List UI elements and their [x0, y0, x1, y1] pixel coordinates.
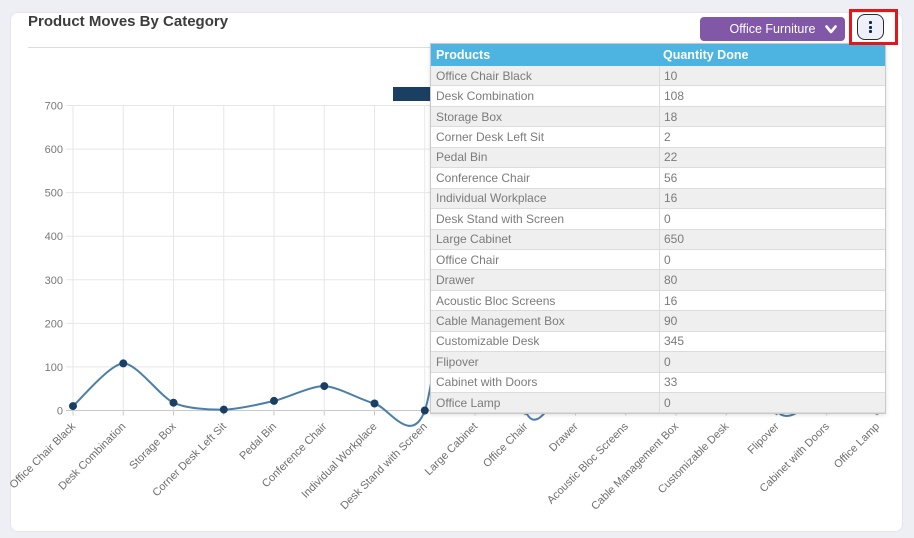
table-row: Conference Chair 56 [431, 168, 885, 189]
data-point[interactable] [320, 382, 329, 391]
cell-product: Acoustic Bloc Screens [436, 293, 556, 308]
table-row: Pedal Bin 22 [431, 147, 885, 169]
table-row: Storage Box 18 [431, 106, 885, 128]
category-dropdown-value: Office Furniture [729, 22, 816, 36]
cell-quantity-done: 0 [659, 393, 885, 413]
column-header-products: Products [436, 48, 491, 62]
column-header-quantity-done: Quantity Done [663, 48, 749, 62]
cell-product: Customizable Desk [436, 334, 540, 349]
table-row: Office Lamp 0 [431, 393, 885, 414]
kebab-menu-button[interactable] [857, 14, 884, 40]
data-point[interactable] [219, 405, 228, 414]
cell-quantity-done: 33 [659, 372, 885, 392]
x-axis-tick-label: Pedal Bin [237, 421, 279, 463]
table-row: Acoustic Bloc Screens 16 [431, 290, 885, 312]
cell-quantity-done: 80 [659, 270, 885, 290]
category-dropdown[interactable]: Office Furniture [700, 17, 845, 41]
x-axis-tick-label: Office Lamp [832, 421, 882, 471]
x-axis-tick-label: Cable Management Box [589, 420, 681, 512]
cell-quantity-done: 108 [659, 86, 885, 106]
table-row: Office Chair Black 10 [431, 66, 885, 87]
data-point[interactable] [69, 402, 77, 411]
cell-product: Drawer [436, 273, 475, 288]
cell-quantity-done: 0 [659, 209, 885, 229]
table-body: Office Chair Black 10 Desk Combination 108 S… [431, 66, 885, 414]
cell-product: Office Chair [436, 252, 500, 267]
table-row: Large Cabinet 650 [431, 229, 885, 250]
cell-product: Desk Combination [436, 89, 535, 104]
y-axis-tick-label: 600 [45, 144, 63, 156]
chevron-down-icon [825, 25, 837, 34]
cell-quantity-done: 90 [659, 311, 885, 331]
cell-quantity-done: 345 [659, 331, 885, 352]
cell-product: Corner Desk Left Sit [436, 130, 545, 145]
cell-product: Desk Stand with Screen [436, 211, 565, 226]
cell-product: Flipover [436, 354, 479, 369]
x-axis-tick-label: Acoustic Bloc Screens [545, 420, 631, 506]
cell-quantity-done: 16 [659, 188, 885, 209]
data-point[interactable] [370, 399, 379, 408]
y-axis-tick-label: 300 [45, 275, 63, 287]
table-row: Drawer 80 [431, 270, 885, 291]
x-axis-tick-label: Office Chair [481, 420, 531, 470]
table-row: Flipover 0 [431, 352, 885, 373]
cell-quantity-done: 10 [659, 66, 885, 86]
x-axis-tick-label: Drawer [547, 420, 581, 454]
cell-quantity-done: 2 [659, 127, 885, 147]
y-axis-tick-label: 100 [45, 362, 63, 374]
x-axis-tick-label: Desk Stand with Screen [338, 421, 429, 512]
table-row: Customizable Desk 345 [431, 331, 885, 353]
table-row: Office Chair 0 [431, 249, 885, 271]
data-point[interactable] [119, 359, 128, 368]
y-axis-tick-label: 200 [45, 318, 63, 330]
data-point[interactable] [420, 406, 429, 415]
table-row: Corner Desk Left Sit 2 [431, 127, 885, 148]
table-row: Cable Management Box 90 [431, 311, 885, 332]
cell-quantity-done: 18 [659, 106, 885, 127]
cell-product: Large Cabinet [436, 232, 512, 247]
x-axis-tick-label: Storage Box [127, 420, 179, 472]
table-row: Desk Stand with Screen 0 [431, 209, 885, 230]
moves-table[interactable]: Products Quantity Done Office Chair Blac… [430, 43, 886, 414]
cell-product: Office Chair Black [436, 68, 532, 83]
cell-product: Pedal Bin [436, 150, 488, 165]
x-axis-tick-label: Large Cabinet [423, 421, 480, 478]
cell-quantity-done: 650 [659, 229, 885, 249]
cell-quantity-done: 22 [659, 147, 885, 168]
cell-product: Storage Box [436, 109, 503, 124]
cell-product: Cabinet with Doors [436, 375, 538, 390]
cell-product: Office Lamp [436, 395, 501, 410]
page-title: Product Moves By Category [28, 13, 229, 30]
table-header-row: Products Quantity Done [431, 44, 885, 66]
cell-product: Cable Management Box [436, 313, 565, 328]
y-axis-tick-label: 400 [45, 231, 63, 243]
cell-product: Conference Chair [436, 170, 531, 185]
data-point[interactable] [169, 398, 178, 407]
cell-quantity-done: 0 [659, 352, 885, 372]
cell-quantity-done: 16 [659, 290, 885, 311]
cell-quantity-done: 0 [659, 249, 885, 270]
y-axis-tick-label: 0 [57, 406, 63, 418]
x-axis-tick-label: Flipover [745, 420, 781, 456]
data-point[interactable] [270, 396, 278, 405]
table-row: Desk Combination 108 [431, 86, 885, 107]
kebab-vertical-icon [869, 21, 872, 33]
table-row: Individual Workplace 16 [431, 188, 885, 210]
table-row: Cabinet with Doors 33 [431, 372, 885, 393]
y-axis-tick-label: 700 [45, 101, 63, 113]
cell-quantity-done: 56 [659, 168, 885, 188]
cell-product: Individual Workplace [436, 191, 547, 206]
y-axis-tick-label: 500 [45, 188, 63, 200]
